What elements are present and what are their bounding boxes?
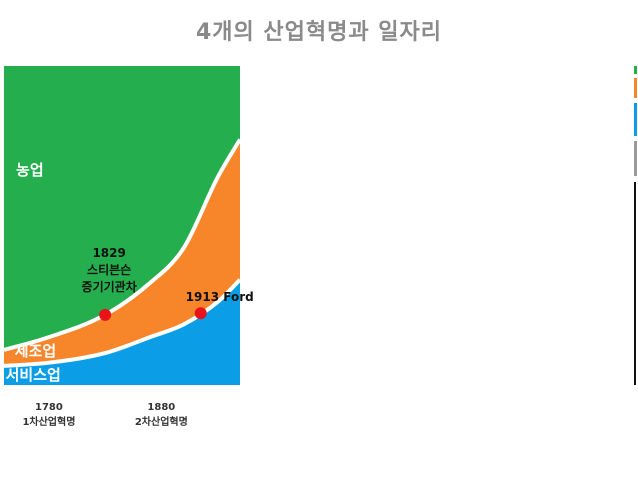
series-label-agriculture: 농업 (16, 161, 44, 179)
event-marker-0 (99, 308, 112, 321)
event-label-0-line-0: 1829 (92, 246, 125, 260)
slide-title: 4개의 산업혁명과 일자리 (195, 20, 443, 45)
edge-rule (634, 182, 636, 385)
divider-line-2 (3, 138, 242, 352)
series-labels: 서비스업 제조업 농업 (6, 161, 61, 384)
event-marker-1 (194, 307, 207, 320)
area-manufacturing (4, 139, 240, 366)
series-label-service: 서비스업 (6, 366, 61, 384)
x-tick-label-0: 1차산업혁명 (22, 415, 75, 428)
x-tick-year-0: 1780 (35, 402, 63, 413)
edge-accent-orange (634, 78, 637, 98)
chart-dividers (3, 138, 242, 368)
edge-accent-green (634, 66, 637, 74)
divider-line-1 (3, 278, 242, 368)
x-tick-labels: 1780 1차산업혁명 1880 2차산업혁명 (22, 402, 187, 428)
chart-areas (4, 66, 240, 385)
series-label-manufacturing: 제조업 (15, 342, 56, 360)
event-label-0-line-1: 스티븐슨 (87, 262, 131, 277)
x-tick-year-1: 1880 (147, 402, 175, 413)
area-agriculture (4, 66, 240, 350)
x-tick-label-1: 2차산업혁명 (135, 415, 188, 428)
area-service (4, 279, 240, 385)
event-label-1: 1913 Ford (186, 290, 254, 304)
edge-accent-blue (634, 103, 637, 136)
event-label-0-line-2: 증기기관차 (82, 279, 137, 294)
edge-accent-gray (634, 141, 637, 176)
